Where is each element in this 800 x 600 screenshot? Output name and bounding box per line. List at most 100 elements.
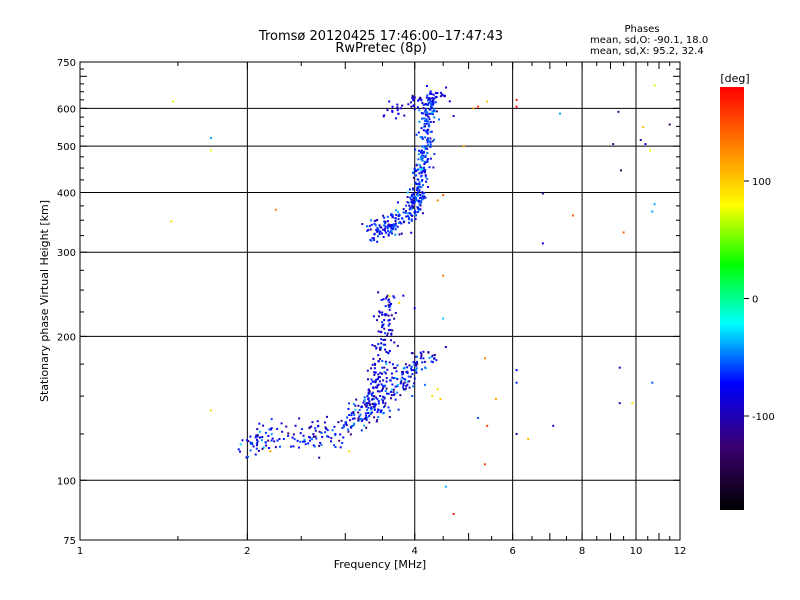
echo-point: [377, 360, 380, 363]
echo-point: [365, 404, 368, 407]
echo-point: [370, 382, 373, 385]
echo-point: [420, 149, 423, 152]
echo-point: [303, 440, 306, 443]
echo-point: [424, 109, 427, 112]
echo-point: [433, 97, 436, 100]
echo-point: [382, 399, 385, 402]
echo-point: [428, 166, 431, 169]
echo-point: [397, 112, 400, 115]
y-tick-label: 100: [57, 476, 76, 487]
echo-point: [383, 327, 386, 330]
echo-point: [430, 360, 433, 363]
echo-point: [403, 381, 406, 384]
echo-point: [384, 338, 387, 341]
echo-point: [444, 485, 447, 488]
echo-point: [420, 157, 423, 160]
echo-point: [420, 200, 423, 203]
echo-point: [373, 395, 376, 398]
echo-point: [360, 417, 363, 420]
echo-point: [380, 383, 383, 386]
echo-point: [245, 456, 248, 459]
echo-point: [374, 224, 377, 227]
echo-point: [408, 386, 411, 389]
echo-point: [408, 188, 411, 191]
echo-point: [442, 194, 445, 197]
echo-point: [418, 190, 421, 193]
echo-point: [429, 143, 432, 146]
echo-point: [428, 356, 431, 359]
echo-point: [391, 376, 394, 379]
echo-point: [423, 125, 426, 128]
echo-point: [383, 396, 386, 399]
echo-point: [363, 403, 366, 406]
echo-point: [477, 105, 480, 108]
echo-point: [394, 227, 397, 230]
echo-point: [350, 414, 353, 417]
echo-point: [423, 170, 426, 173]
echo-point: [349, 419, 352, 422]
echo-point: [422, 129, 425, 132]
echo-point: [408, 204, 411, 207]
echo-point: [373, 371, 376, 374]
echo-point: [364, 417, 367, 420]
echo-point: [309, 425, 312, 428]
echo-point: [416, 194, 419, 197]
echo-point: [422, 154, 425, 157]
echo-point: [651, 210, 654, 213]
echo-point: [260, 439, 263, 442]
echo-point: [403, 114, 406, 117]
echo-point: [372, 315, 375, 318]
echo-point: [392, 226, 395, 229]
echo-point: [394, 233, 397, 236]
echo-point: [411, 95, 414, 98]
echo-point: [425, 122, 428, 125]
echo-point: [410, 205, 413, 208]
echo-point: [390, 224, 393, 227]
echo-point: [431, 395, 434, 398]
echo-point: [398, 214, 401, 217]
echo-point: [368, 414, 371, 417]
echo-point: [388, 409, 391, 412]
echo-point: [420, 99, 423, 102]
echo-point: [380, 232, 383, 235]
echo-point: [357, 411, 360, 414]
echo-point: [612, 143, 615, 146]
echo-point: [427, 97, 430, 100]
echo-point: [382, 338, 385, 341]
echo-point: [436, 388, 439, 391]
echo-point: [291, 436, 294, 439]
echo-point: [407, 201, 410, 204]
echo-point: [413, 210, 416, 213]
echo-point: [424, 113, 427, 116]
echo-point: [443, 95, 446, 98]
echo-point: [393, 341, 396, 344]
echo-point: [373, 373, 376, 376]
echo-point: [428, 98, 431, 101]
echo-point: [423, 383, 426, 386]
echo-point: [369, 238, 372, 241]
echo-point: [411, 373, 414, 376]
echo-point: [423, 146, 426, 149]
echo-point: [428, 118, 431, 121]
echo-point: [380, 372, 383, 375]
echo-point: [410, 105, 413, 108]
echo-point: [412, 104, 415, 107]
echo-point: [420, 354, 423, 357]
echo-point: [320, 443, 323, 446]
echo-point: [256, 440, 259, 443]
echo-point: [371, 391, 374, 394]
echo-point: [378, 358, 381, 361]
echo-point: [414, 362, 417, 365]
echo-point: [368, 411, 371, 414]
echo-point: [392, 393, 395, 396]
echo-point: [388, 308, 391, 311]
echo-point: [387, 224, 390, 227]
echo-point: [419, 166, 422, 169]
echo-point: [366, 225, 369, 228]
echo-point: [393, 296, 396, 299]
echo-point: [367, 397, 370, 400]
echo-point: [376, 419, 379, 422]
echo-point: [308, 436, 311, 439]
echo-point: [318, 456, 321, 459]
echo-point: [415, 367, 418, 370]
